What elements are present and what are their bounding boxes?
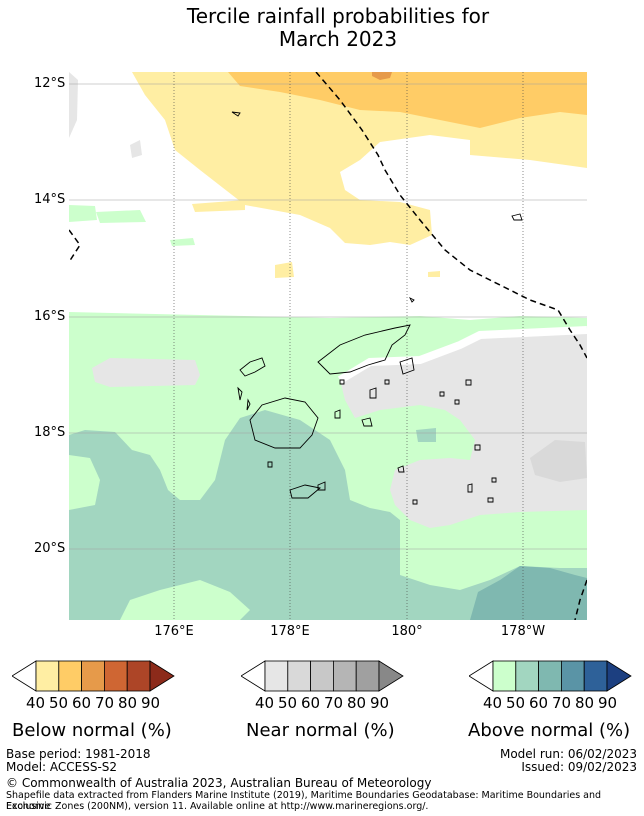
near-swatch-50 — [287, 660, 311, 692]
near-normal-ticks: 40 50 60 70 80 90 — [253, 694, 391, 712]
tick: 70 — [94, 694, 115, 712]
base-period-text: Base period: 1981-2018 — [6, 747, 151, 761]
near-normal-swatch-over — [378, 660, 404, 692]
near-swatch-40 — [264, 660, 289, 692]
map-title-line1: Tercile rainfall probabilities for — [186, 4, 490, 28]
tick: 60 — [71, 694, 92, 712]
tick: 40 — [25, 694, 46, 712]
above-swatch-70 — [561, 660, 585, 692]
lon-label-180: 180° — [391, 624, 423, 639]
below-swatch-40 — [35, 660, 60, 692]
tick: 90 — [597, 694, 618, 712]
model-run-text: Model run: 06/02/2023 — [499, 747, 637, 761]
above-normal-50-region — [69, 410, 587, 620]
model-text: Model: ACCESS-S2 — [6, 760, 118, 774]
rainfall-probability-map — [69, 72, 587, 620]
vanua-levu — [317, 324, 411, 375]
near-normal-colorbar — [241, 660, 404, 692]
near-swatch-60 — [310, 660, 334, 692]
tick: 40 — [254, 694, 275, 712]
near-swatch-80 — [355, 660, 380, 692]
fiji-islands — [231, 111, 523, 505]
tick: 60 — [300, 694, 321, 712]
above-normal-ticks: 40 50 60 70 80 90 — [481, 694, 619, 712]
shapefile-credit-line1: Shapefile data extracted from Flanders M… — [6, 790, 602, 812]
tick: 70 — [551, 694, 572, 712]
below-normal-colorbar — [12, 660, 175, 692]
above-normal-legend-title: Above normal (%) — [468, 720, 631, 741]
issued-text: Issued: 09/02/2023 — [521, 760, 637, 774]
lat-label-16s: 16°S — [34, 309, 66, 324]
lon-label-178e: 178°E — [270, 624, 310, 639]
tick: 50 — [48, 694, 69, 712]
above-normal-swatch-over — [606, 660, 632, 692]
above-swatch-80 — [583, 660, 608, 692]
below-normal-50-region — [228, 72, 587, 128]
probability-fields — [69, 72, 587, 620]
copyright-text: © Commonwealth of Australia 2023, Austra… — [6, 776, 432, 790]
above-swatch-50 — [515, 660, 539, 692]
lon-label-178w: 178°W — [500, 624, 546, 639]
above-normal-colorbar — [469, 660, 632, 692]
graticule — [69, 72, 587, 620]
below-swatch-50 — [58, 660, 82, 692]
tick: 90 — [140, 694, 161, 712]
tick: 90 — [369, 694, 390, 712]
near-normal-legend-title: Near normal (%) — [246, 720, 395, 741]
lat-label-12s: 12°S — [34, 76, 66, 91]
tick: 40 — [482, 694, 503, 712]
lon-label-176e: 176°E — [154, 624, 194, 639]
tick: 50 — [505, 694, 526, 712]
near-normal-40-region — [92, 358, 200, 387]
viti-levu — [249, 397, 319, 449]
below-normal-swatch-over — [149, 660, 175, 692]
above-swatch-40 — [492, 660, 517, 692]
tick: 60 — [528, 694, 549, 712]
near-swatch-70 — [333, 660, 357, 692]
below-swatch-70 — [104, 660, 128, 692]
tick: 80 — [346, 694, 367, 712]
lat-label-14s: 14°S — [34, 192, 66, 207]
below-normal-ticks: 40 50 60 70 80 90 — [24, 694, 162, 712]
eez-boundary — [69, 72, 587, 620]
above-normal-60-region — [470, 566, 587, 620]
above-swatch-60 — [538, 660, 562, 692]
below-normal-legend-title: Below normal (%) — [12, 720, 172, 741]
shapefile-credit-line2: Economic Zones (200NM), version 11. Avai… — [6, 801, 429, 812]
tick: 50 — [277, 694, 298, 712]
map-title-line2: March 2023 — [278, 27, 398, 51]
tick: 80 — [117, 694, 138, 712]
tick: 70 — [323, 694, 344, 712]
lat-label-18s: 18°S — [34, 425, 66, 440]
tick: 80 — [574, 694, 595, 712]
below-swatch-80 — [126, 660, 151, 692]
below-swatch-60 — [81, 660, 105, 692]
lat-label-20s: 20°S — [34, 541, 66, 556]
